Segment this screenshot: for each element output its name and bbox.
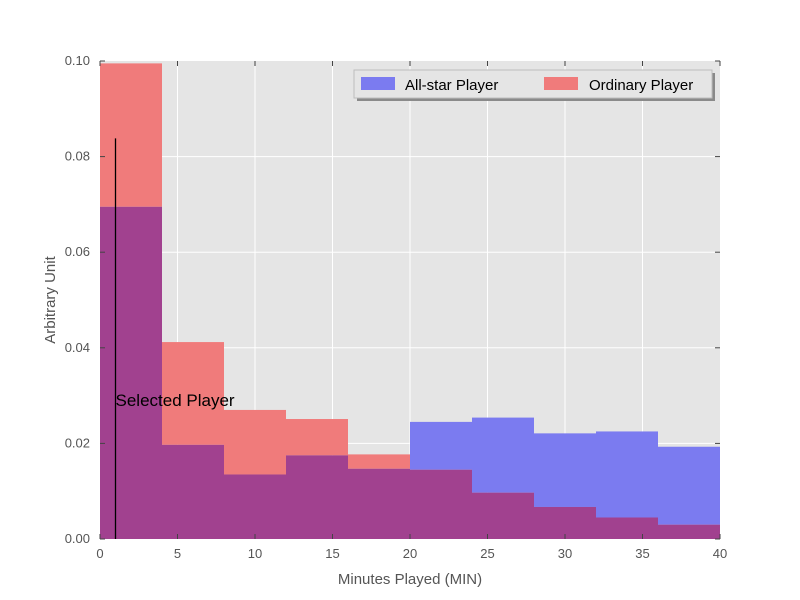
y-tick-label: 0.06: [65, 244, 90, 259]
axis-ticks: 0 5 10 15 20 25 30 35 40 0.00 0.02 0.04 0.06 0.08 0.10: [65, 53, 728, 561]
bar-overlap: [472, 492, 534, 539]
x-tick-label: 40: [713, 546, 727, 561]
legend-label-all-star: All-star Player: [405, 77, 498, 94]
y-axis-label: Arbitrary Unit: [42, 255, 59, 343]
legend-label-ordinary: Ordinary Player: [589, 77, 693, 94]
y-tick-label: 0.00: [65, 531, 90, 546]
bar-ordinary: [100, 63, 162, 207]
bar-overlap: [596, 517, 658, 539]
x-tick-label: 35: [635, 546, 649, 561]
x-tick-label: 15: [325, 546, 339, 561]
x-axis-label: Minutes Played (MIN): [338, 571, 482, 588]
bar-overlap: [410, 469, 472, 539]
bar-overlap: [348, 468, 410, 539]
bar-ordinary: [162, 342, 224, 445]
bar-all-star: [472, 417, 534, 493]
x-tick-label: 0: [96, 546, 103, 561]
bar-overlap: [100, 206, 162, 540]
selected-player-label: Selected Player: [116, 391, 235, 410]
x-tick-label: 30: [558, 546, 572, 561]
x-tick-label: 25: [480, 546, 494, 561]
bar-ordinary: [224, 409, 286, 475]
legend: All-star Player Ordinary Player: [353, 69, 715, 101]
legend-swatch-ordinary: [544, 77, 578, 90]
x-tick-label: 10: [248, 546, 262, 561]
y-tick-label: 0.10: [65, 53, 90, 68]
bar-all-star: [596, 431, 658, 518]
bar-overlap: [534, 506, 596, 539]
bar-ordinary: [348, 454, 410, 469]
bar-overlap: [224, 474, 286, 539]
series-ordinary-bars: [100, 63, 410, 475]
y-tick-label: 0.08: [65, 149, 90, 164]
legend-swatch-all-star: [361, 77, 395, 90]
bar-overlap: [286, 455, 348, 539]
bar-all-star: [658, 446, 720, 525]
y-tick-label: 0.04: [65, 340, 90, 355]
bar-overlap: [658, 524, 720, 539]
y-tick-label: 0.02: [65, 435, 90, 450]
bar-all-star: [534, 433, 596, 507]
bar-all-star: [410, 421, 472, 470]
legend-box: [353, 69, 713, 99]
series-overlap-bars: [100, 206, 720, 540]
x-tick-label: 5: [174, 546, 181, 561]
bar-overlap: [162, 444, 224, 539]
x-tick-label: 20: [403, 546, 417, 561]
series-all-star-bars: [410, 417, 720, 525]
bar-ordinary: [286, 419, 348, 456]
